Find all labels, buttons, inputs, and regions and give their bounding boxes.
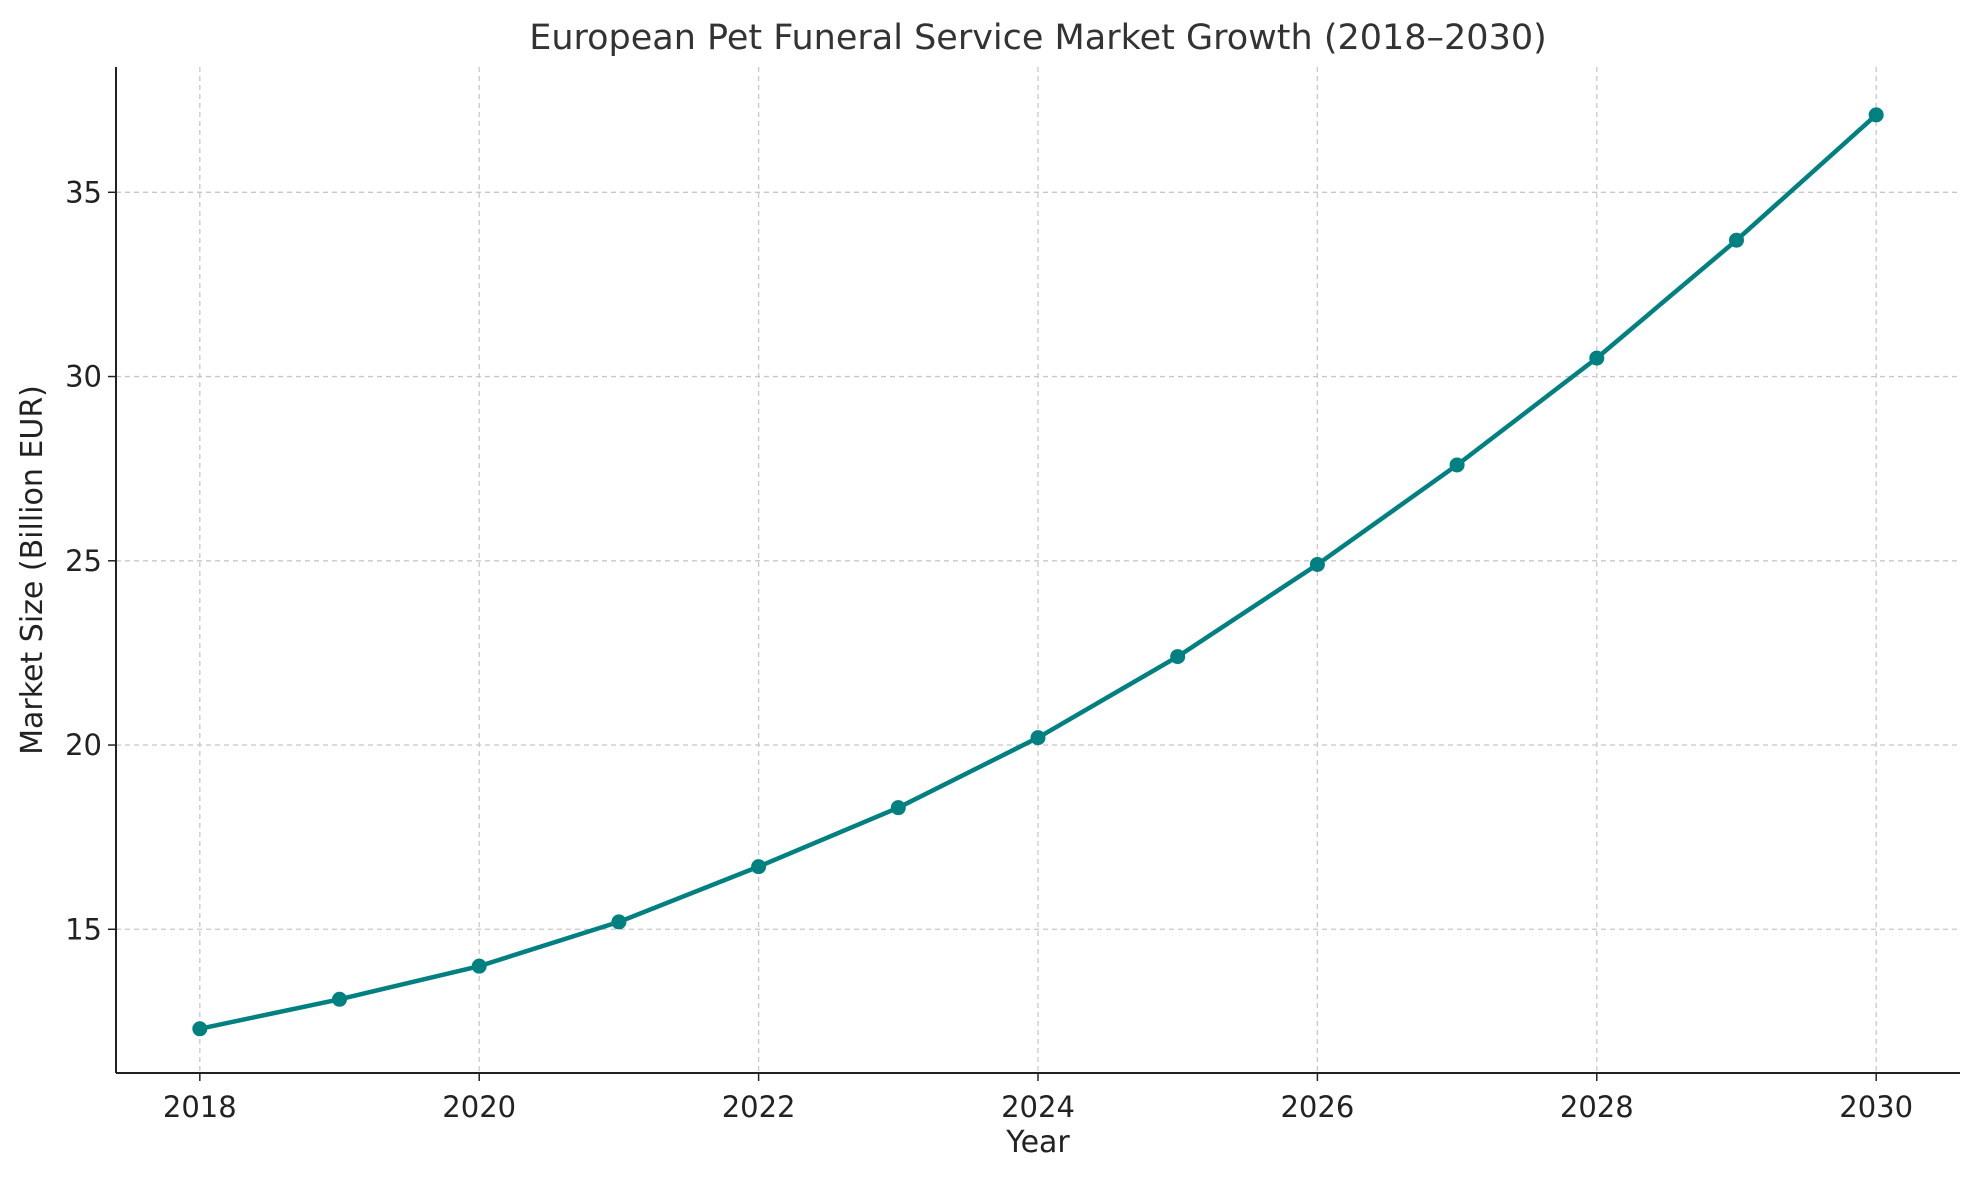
x-tick-label: 2018 [163, 1090, 237, 1124]
chart-title: European Pet Funeral Service Market Grow… [529, 18, 1547, 58]
y-tick-label: 20 [65, 728, 102, 762]
data-point [611, 914, 627, 930]
series [192, 107, 1884, 1037]
ticks: 2018 2020 2022 2024 2026 2028 2030 15 20 25 30 35 [65, 175, 1913, 1124]
data-point [1030, 730, 1046, 746]
data-point [1309, 556, 1325, 572]
y-tick-label: 25 [65, 544, 102, 578]
data-point [1868, 107, 1884, 123]
y-axis-label: Market Size (Billion EUR) [15, 385, 50, 755]
grid [116, 67, 1960, 1073]
data-point [890, 800, 906, 816]
y-tick-label: 15 [65, 912, 102, 946]
x-tick-label: 2028 [1560, 1090, 1634, 1124]
data-point [471, 958, 487, 974]
x-tick-label: 2022 [722, 1090, 796, 1124]
data-point [332, 991, 348, 1007]
data-point [1449, 457, 1465, 473]
x-tick-label: 2026 [1280, 1090, 1354, 1124]
y-tick-label: 35 [65, 175, 102, 209]
data-point [1728, 232, 1744, 248]
x-tick-label: 2020 [442, 1090, 516, 1124]
y-tick-label: 30 [65, 360, 102, 394]
data-point [1170, 649, 1186, 665]
data-point [1589, 350, 1605, 366]
x-axis-label: Year [1005, 1125, 1070, 1160]
data-point [192, 1021, 208, 1037]
data-point [751, 859, 767, 875]
x-tick-label: 2024 [1001, 1090, 1075, 1124]
x-tick-label: 2030 [1839, 1090, 1913, 1124]
